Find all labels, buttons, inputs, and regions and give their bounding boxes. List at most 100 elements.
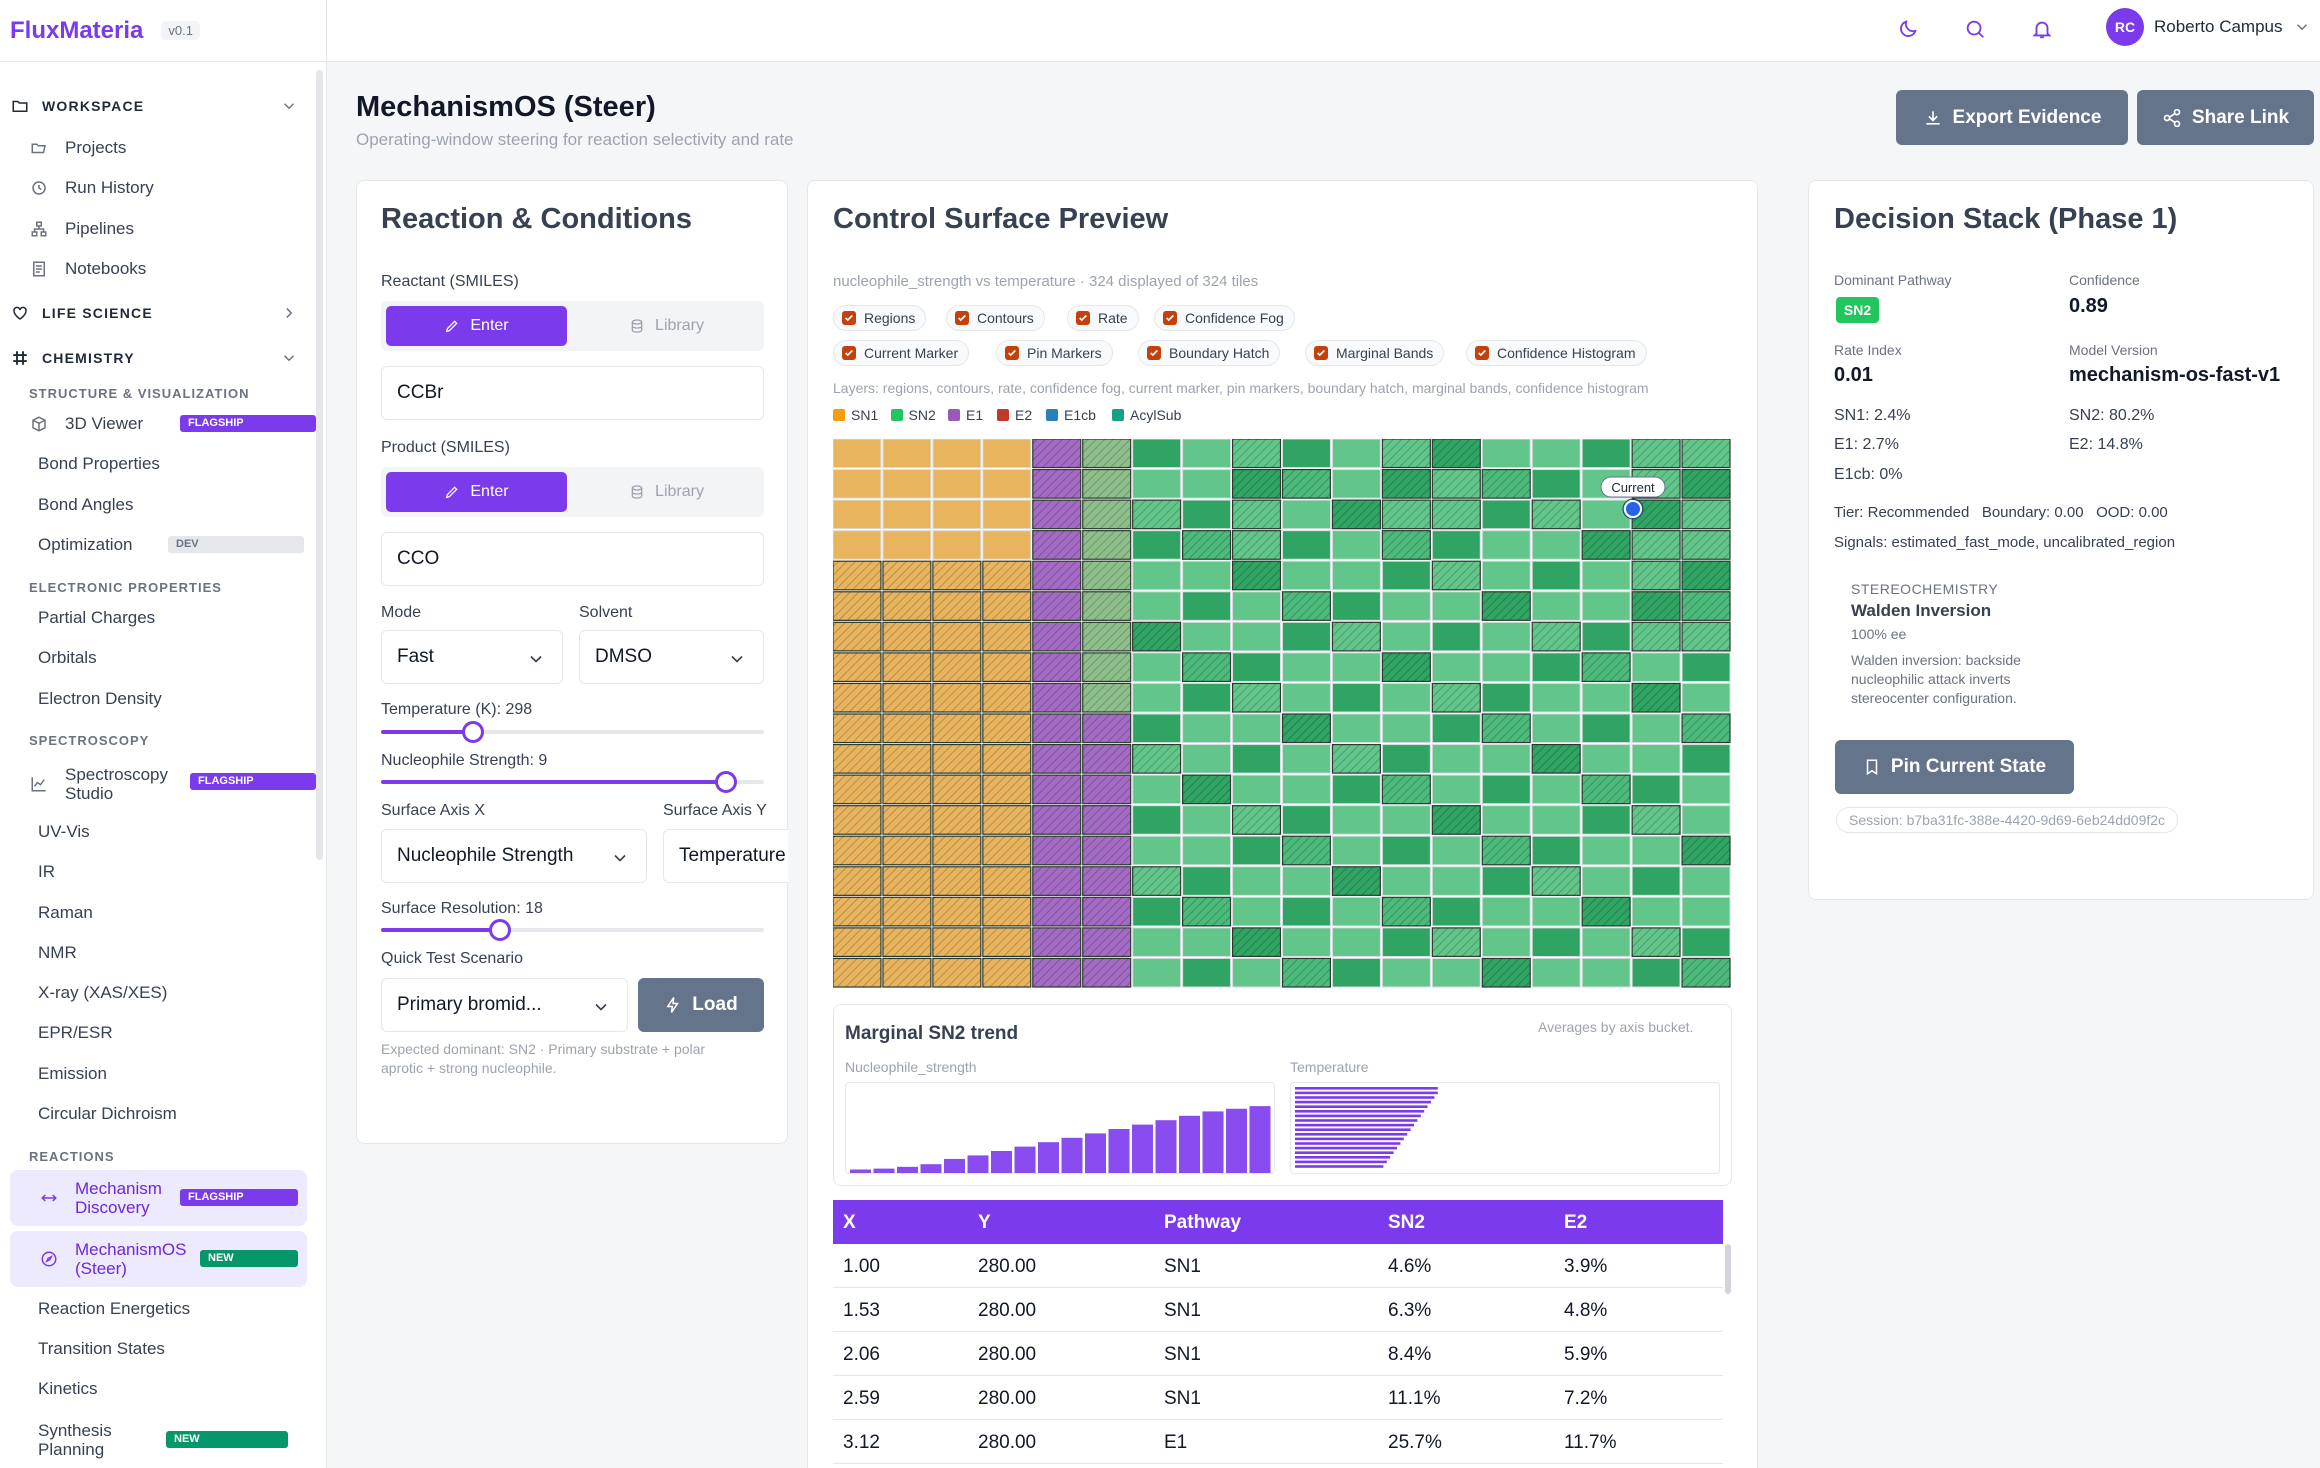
heatmap-cell[interactable]: [833, 439, 882, 469]
sidebar-item-circular-dichroism[interactable]: Circular Dichroism: [38, 1094, 318, 1134]
heatmap-cell[interactable]: [1681, 652, 1731, 682]
heatmap-cell[interactable]: [1182, 499, 1232, 530]
heatmap-cell[interactable]: [1381, 682, 1431, 713]
heatmap-cell[interactable]: [1581, 439, 1631, 469]
heatmap-cell[interactable]: [1381, 713, 1431, 744]
heatmap-cell[interactable]: [1681, 866, 1731, 896]
heatmap-cell[interactable]: [1631, 835, 1681, 866]
heatmap-cell[interactable]: [1531, 469, 1581, 499]
heatmap-cell[interactable]: [1631, 744, 1681, 774]
toggle-confidence-fog[interactable]: Confidence Fog: [1154, 305, 1295, 331]
section-life-science[interactable]: LIFE SCIENCE: [0, 301, 310, 325]
heatmap-cell[interactable]: [1681, 896, 1731, 927]
heatmap-cell[interactable]: [1132, 805, 1182, 835]
heatmap-cell[interactable]: [1581, 744, 1631, 774]
heatmap-cell[interactable]: [1282, 896, 1331, 927]
sidebar-item-uv-vis[interactable]: UV-Vis: [38, 812, 318, 852]
sidebar-item-pipelines[interactable]: Pipelines: [28, 209, 308, 249]
heatmap-cell[interactable]: [1381, 957, 1431, 988]
heatmap-cell[interactable]: [1631, 896, 1681, 927]
heatmap-cell[interactable]: [1531, 835, 1581, 866]
heatmap-cell[interactable]: [1581, 621, 1631, 652]
heatmap-cell[interactable]: [1531, 682, 1581, 713]
sidebar-item-raman[interactable]: Raman: [38, 893, 318, 933]
heatmap-cell[interactable]: [1182, 560, 1232, 591]
heatmap-cell[interactable]: [1481, 499, 1531, 530]
table-row[interactable]: 3.12 280.00 E1 25.7% 11.7%: [833, 1420, 1723, 1464]
axis-y-select[interactable]: Temperature: [663, 829, 833, 883]
toggle-pin-markers[interactable]: Pin Markers: [996, 340, 1113, 366]
column-header[interactable]: Y: [978, 1212, 991, 1233]
heatmap-cell[interactable]: [1431, 866, 1481, 896]
heatmap-cell[interactable]: [1681, 682, 1731, 713]
avatar[interactable]: RC: [2106, 8, 2144, 46]
heatmap-cell[interactable]: [882, 469, 932, 499]
heatmap-cell[interactable]: [1182, 439, 1232, 469]
heatmap-cell[interactable]: [1381, 621, 1431, 652]
heatmap-cell[interactable]: [1531, 560, 1581, 591]
heatmap-cell[interactable]: [1431, 835, 1481, 866]
heatmap-cell[interactable]: [1282, 499, 1331, 530]
toggle-regions[interactable]: Regions: [833, 305, 927, 331]
sidebar-item-mechanismos-steer[interactable]: MechanismOS (Steer) NEW: [10, 1231, 307, 1287]
library-tab[interactable]: Library: [576, 306, 757, 346]
moon-icon[interactable]: [1893, 14, 1923, 44]
heatmap-cell[interactable]: [1232, 835, 1281, 866]
heatmap-cell[interactable]: [1481, 805, 1531, 835]
heatmap-cell[interactable]: [1531, 927, 1581, 957]
current-marker-dot[interactable]: [1624, 500, 1642, 518]
sidebar-item-run-history[interactable]: Run History: [28, 168, 308, 208]
heatmap-cell[interactable]: [1381, 805, 1431, 835]
heatmap-cell[interactable]: [1431, 774, 1481, 805]
heatmap-cell[interactable]: [1132, 835, 1182, 866]
heatmap-cell[interactable]: [1531, 652, 1581, 682]
heatmap-cell[interactable]: [1631, 652, 1681, 682]
heatmap-cell[interactable]: [1681, 774, 1731, 805]
heatmap-cell[interactable]: [1631, 774, 1681, 805]
heatmap-cell[interactable]: [1132, 713, 1182, 744]
heatmap-cell[interactable]: [833, 469, 882, 499]
sidebar-item-projects[interactable]: Projects: [28, 128, 308, 168]
heatmap-cell[interactable]: [932, 439, 982, 469]
heatmap-cell[interactable]: [1481, 927, 1531, 957]
mode-select[interactable]: Fast: [381, 630, 563, 684]
chevron-down-icon[interactable]: [2293, 18, 2311, 36]
control-surface-heatmap[interactable]: Current: [833, 439, 1732, 989]
scenario-select[interactable]: Primary bromid...: [381, 978, 628, 1032]
toggle-boundary-hatch[interactable]: Boundary Hatch: [1138, 340, 1281, 366]
heatmap-cell[interactable]: [1481, 866, 1531, 896]
heatmap-cell[interactable]: [1331, 591, 1381, 621]
heatmap-cell[interactable]: [1282, 530, 1331, 560]
heatmap-cell[interactable]: [1282, 621, 1331, 652]
current-marker[interactable]: Current: [1600, 476, 1666, 520]
heatmap-cell[interactable]: [1681, 927, 1731, 957]
table-scrollbar[interactable]: [1725, 1244, 1731, 1294]
sidebar-item-transition-states[interactable]: Transition States: [38, 1329, 318, 1369]
heatmap-cell[interactable]: [1182, 866, 1232, 896]
heatmap-cell[interactable]: [1182, 744, 1232, 774]
heatmap-cell[interactable]: [1581, 957, 1631, 988]
section-workspace[interactable]: WORKSPACE: [0, 94, 310, 118]
slider-handle[interactable]: [488, 919, 511, 941]
heatmap-cell[interactable]: [982, 499, 1032, 530]
heatmap-cell[interactable]: [1232, 621, 1281, 652]
heatmap-cell[interactable]: [1282, 866, 1331, 896]
heatmap-cell[interactable]: [1481, 439, 1531, 469]
heatmap-cell[interactable]: [1331, 560, 1381, 591]
sidebar-item-ir[interactable]: IR: [38, 852, 318, 892]
column-header[interactable]: Pathway: [1164, 1212, 1242, 1233]
heatmap-cell[interactable]: [1381, 927, 1431, 957]
heatmap-cell[interactable]: [1331, 805, 1381, 835]
heatmap-cell[interactable]: [1631, 957, 1681, 988]
heatmap-cell[interactable]: [1182, 713, 1232, 744]
heatmap-cell[interactable]: [1182, 591, 1232, 621]
table-row[interactable]: 2.06 280.00 SN1 8.4% 5.9%: [833, 1332, 1723, 1376]
heatmap-cell[interactable]: [1331, 835, 1381, 866]
sidebar-item-bond-properties[interactable]: Bond Properties: [38, 444, 318, 484]
heatmap-cell[interactable]: [1132, 927, 1182, 957]
heatmap-cell[interactable]: [1431, 713, 1481, 744]
export-evidence-button[interactable]: Export Evidence: [1896, 90, 2128, 145]
heatmap-cell[interactable]: [1581, 835, 1631, 866]
heatmap-cell[interactable]: [1481, 621, 1531, 652]
sidebar-item-xray[interactable]: X-ray (XAS/XES): [38, 973, 318, 1013]
